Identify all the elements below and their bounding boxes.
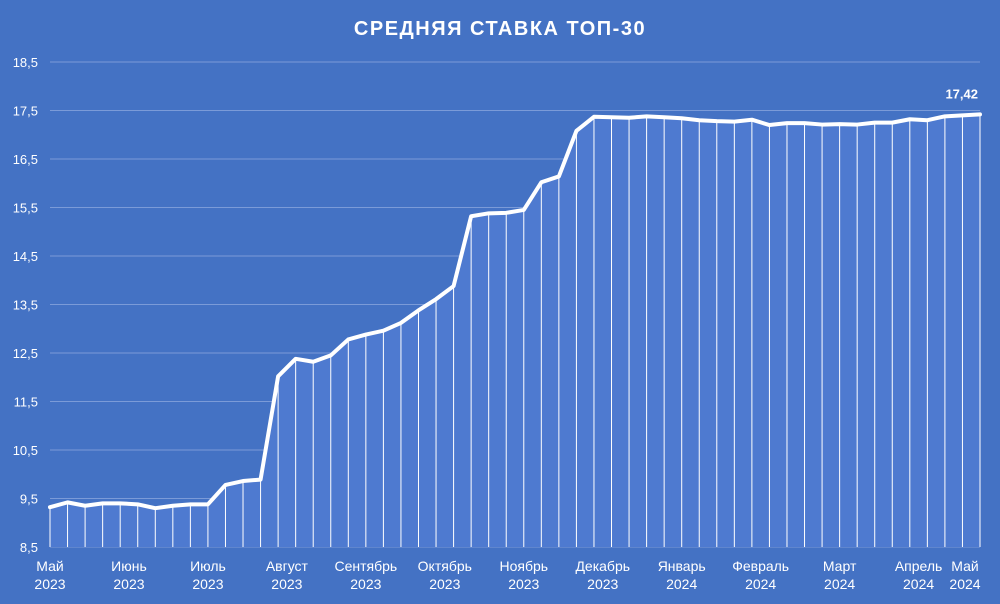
area-fill xyxy=(50,114,980,547)
x-tick-year: 2024 xyxy=(824,576,855,592)
chart-title: СРЕДНЯЯ СТАВКА ТОП-30 xyxy=(353,18,647,40)
x-tick-month: Ноябрь xyxy=(499,558,548,574)
x-tick-year: 2023 xyxy=(587,576,618,592)
x-tick-month: Декабрь xyxy=(575,558,630,574)
y-tick-label: 9,5 xyxy=(20,492,38,507)
y-tick-label: 12,5 xyxy=(13,346,38,361)
x-tick-month: Февраль xyxy=(732,558,789,574)
y-tick-label: 8,5 xyxy=(20,540,38,555)
y-tick-label: 15,5 xyxy=(13,201,38,216)
x-tick-year: 2023 xyxy=(429,576,460,592)
x-tick-month: Август xyxy=(266,558,309,574)
x-tick-month: Июнь xyxy=(111,558,147,574)
x-tick-month: Октябрь xyxy=(418,558,472,574)
y-tick-label: 10,5 xyxy=(13,443,38,458)
x-tick-year: 2023 xyxy=(350,576,381,592)
x-tick-month: Январь xyxy=(658,558,706,574)
series-line xyxy=(48,112,982,511)
x-tick-year: 2023 xyxy=(508,576,539,592)
x-tick-month: Май xyxy=(951,558,978,574)
data-label-last: 17,42 xyxy=(945,86,978,101)
y-tick-label: 11,5 xyxy=(14,395,38,410)
x-tick-year: 2023 xyxy=(192,576,223,592)
y-tick-label: 18,5 xyxy=(13,55,38,70)
x-tick-month: Март xyxy=(823,558,857,574)
x-tick-year: 2024 xyxy=(666,576,697,592)
x-tick-year: 2023 xyxy=(113,576,144,592)
x-tick-year: 2023 xyxy=(34,576,65,592)
y-tick-label: 17,5 xyxy=(13,104,38,119)
x-tick-year: 2024 xyxy=(949,576,980,592)
x-tick-month: Июль xyxy=(190,558,226,574)
x-tick-month: Апрель xyxy=(895,558,943,574)
x-tick-year: 2024 xyxy=(903,576,934,592)
x-tick-year: 2023 xyxy=(271,576,302,592)
y-tick-label: 13,5 xyxy=(13,298,38,313)
x-tick-year: 2024 xyxy=(745,576,776,592)
x-tick-month: Сентябрь xyxy=(334,558,397,574)
y-tick-label: 16,5 xyxy=(13,152,38,167)
x-tick-month: Май xyxy=(36,558,63,574)
y-tick-label: 14,5 xyxy=(13,249,38,264)
